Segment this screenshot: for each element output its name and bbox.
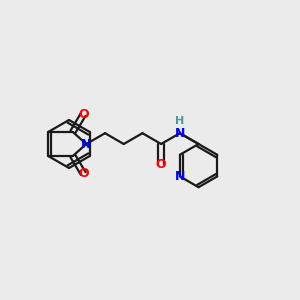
Text: O: O bbox=[78, 108, 88, 121]
Text: O: O bbox=[78, 167, 88, 180]
Text: H: H bbox=[175, 116, 184, 126]
Text: N: N bbox=[81, 137, 92, 151]
Text: N: N bbox=[175, 127, 185, 140]
Text: O: O bbox=[156, 158, 167, 171]
Text: N: N bbox=[175, 170, 185, 183]
